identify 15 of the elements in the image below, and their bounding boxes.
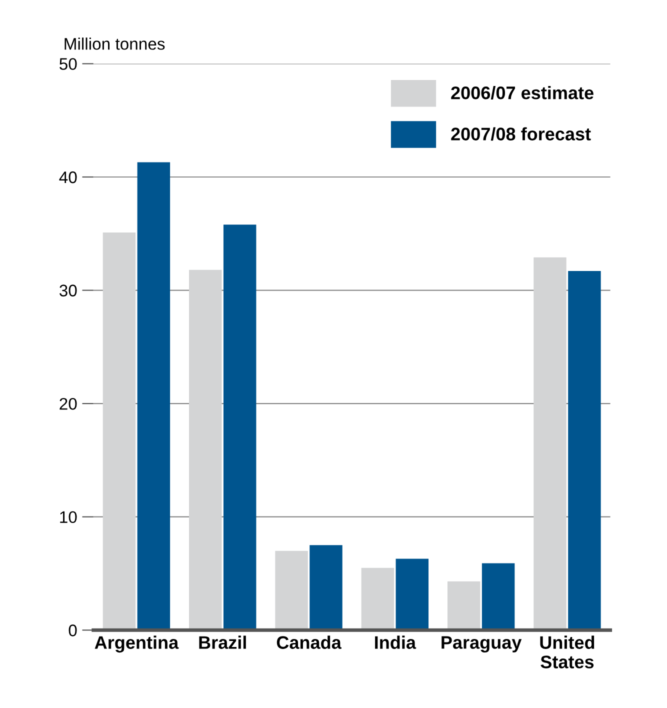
x-tick-label: Brazil [199, 636, 246, 649]
y-tick-label: 50 [60, 58, 77, 70]
legend-label: 2006/07 estimate [451, 86, 594, 100]
x-tick-label: United States [540, 636, 594, 668]
x-tick-label: Argentina [94, 636, 179, 653]
x-tick-label: India [375, 636, 416, 649]
y-tick-label: 10 [60, 511, 77, 524]
y-tick-label: 20 [60, 398, 77, 410]
legend-label: 2007/08 forecast [451, 127, 591, 141]
y-tick-label: 30 [60, 284, 77, 296]
y-tick-label: 40 [59, 171, 77, 184]
x-tick-label: Paraguay [442, 636, 522, 653]
y-axis-title: Million tonnes [64, 38, 165, 50]
x-tick-label: Canada [276, 636, 342, 649]
y-tick-label: 0 [68, 624, 77, 636]
